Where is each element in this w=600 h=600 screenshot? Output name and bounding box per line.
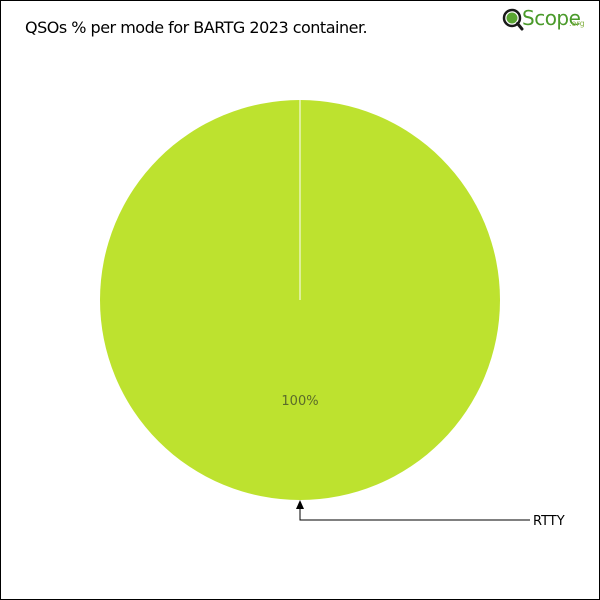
magnifier-globe-icon <box>502 8 524 31</box>
leader-line <box>299 508 530 521</box>
leader-arrowhead <box>296 500 304 509</box>
slice-percent-label: 100% <box>281 394 318 409</box>
qscope-logo[interactable]: Scope .org <box>501 5 587 37</box>
chart-title: QSOs % per mode for BARTG 2023 container… <box>25 18 368 37</box>
logo-wordmark: Scope <box>522 6 581 30</box>
logo-suffix: .org <box>569 19 585 28</box>
slice-category-label: RTTY <box>533 514 565 529</box>
